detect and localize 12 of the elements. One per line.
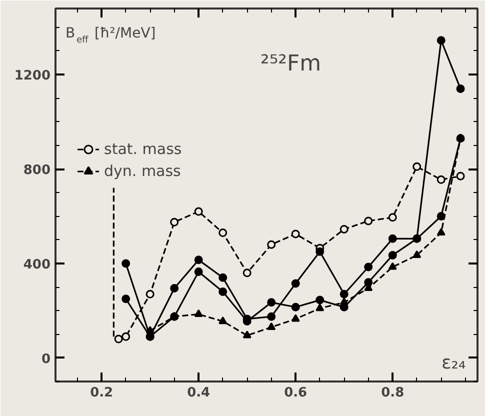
y-tick-label: 800 — [23, 163, 51, 178]
x-tick-label: 0.2 — [90, 386, 114, 400]
x-tick-label: 0.6 — [284, 386, 308, 400]
legend-label: stat. mass — [104, 140, 182, 158]
y-tick-label: 1200 — [14, 68, 51, 84]
x-axis-title: ε₂₄ — [442, 352, 466, 374]
annotation: ²⁵²Fm — [260, 52, 322, 76]
x-tick-label: 0.4 — [187, 386, 210, 400]
y-tick-label: 400 — [23, 257, 51, 272]
y-tick-label: 0 — [41, 352, 50, 367]
x-tick-label: 0.8 — [381, 386, 404, 400]
legend-label: dyn. mass — [104, 162, 181, 180]
